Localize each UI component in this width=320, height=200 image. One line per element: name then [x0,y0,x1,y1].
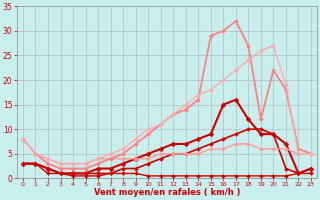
X-axis label: Vent moyen/en rafales ( km/h ): Vent moyen/en rafales ( km/h ) [94,188,240,197]
